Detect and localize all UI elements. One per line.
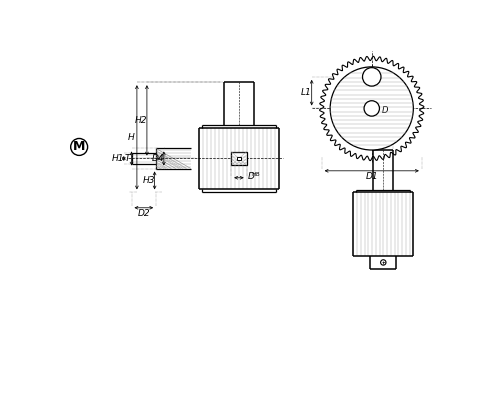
Bar	[237, 156, 241, 161]
Text: H3: H3	[143, 176, 156, 185]
Text: D1: D1	[366, 173, 378, 181]
Text: H1: H1	[112, 154, 124, 163]
Text: H2: H2	[134, 116, 147, 125]
Text: D: D	[382, 106, 388, 115]
Circle shape	[330, 67, 413, 150]
Text: D4: D4	[152, 154, 165, 163]
Text: D3: D3	[377, 131, 390, 141]
Text: L1: L1	[301, 88, 312, 97]
Bar	[231, 151, 246, 166]
Text: H8: H8	[251, 172, 260, 177]
Text: D2: D2	[138, 209, 150, 218]
Circle shape	[362, 68, 381, 86]
Circle shape	[364, 101, 380, 116]
Text: D: D	[248, 173, 254, 181]
Text: M: M	[73, 141, 86, 154]
Text: H: H	[128, 133, 135, 142]
Text: T: T	[124, 154, 130, 163]
